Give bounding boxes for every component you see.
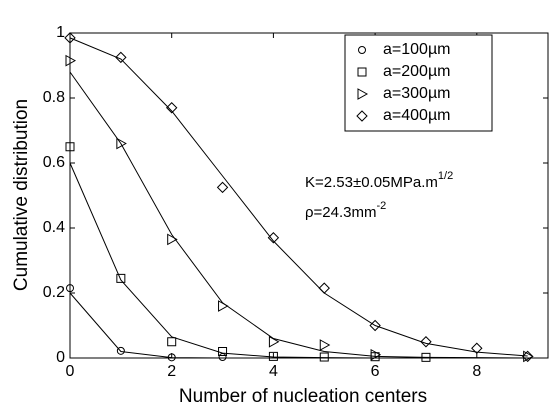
data-point [165,102,178,114]
data-point [268,335,280,348]
data-point [66,284,74,293]
x-tick-label: 6 [371,363,380,380]
data-point [116,273,126,283]
legend-marker [356,110,368,122]
x-axis-label: Number of nucleation centers [179,386,427,407]
data-point [218,347,228,356]
annotation-text: K=2.53±0.05MPa.m [305,174,438,191]
data-point [167,337,177,347]
data-point [267,232,280,244]
legend-label: a=300µm [383,85,450,102]
y-tick-label: 0.8 [43,89,65,106]
data-point [115,51,127,64]
y-tick-label: 0.6 [43,154,65,171]
y-tick-label: 0 [56,349,65,366]
data-point [116,346,125,355]
data-point [65,142,75,152]
fit-line [69,37,528,357]
legend-label: a=200µm [383,63,450,80]
annotation-superscript: -2 [376,200,386,212]
y-tick-label: 0.2 [43,284,65,301]
legend-label: a=400µm [383,107,450,124]
data-point [65,54,77,67]
data-point [268,351,278,361]
y-tick-label: 0.4 [43,219,65,236]
legend-box [344,34,493,132]
legend-marker [357,67,367,77]
data-point [319,339,331,351]
data-point [318,282,330,294]
data-point [471,342,483,354]
annotation-text: ρ=24.3mm [305,204,376,221]
legend-marker [357,88,369,100]
data-point [64,32,76,44]
data-point [218,300,229,312]
y-tick-label: 1 [56,24,65,41]
annotation: K=2.53±0.05MPa.m1/2 [305,170,453,191]
data-point [523,350,534,363]
fit-line [69,71,528,359]
legend-marker [358,46,366,54]
data-point [116,137,127,150]
x-tick-label: 2 [167,363,176,380]
annotation: ρ=24.3mm-2 [305,200,386,221]
x-tick-label: 8 [472,363,481,380]
data-point [167,233,178,246]
x-tick-label: 0 [66,363,75,380]
data-point [319,352,329,362]
data-point [420,336,432,348]
data-point [521,350,534,363]
y-axis-label: Cumulative distribution [11,99,32,291]
x-tick-label: 4 [269,363,278,380]
legend-label: a=100µm [383,41,450,58]
data-point [167,353,176,362]
data-point [369,319,381,332]
data-point [216,181,229,194]
annotation-superscript: 1/2 [438,170,453,182]
data-point [370,348,382,361]
